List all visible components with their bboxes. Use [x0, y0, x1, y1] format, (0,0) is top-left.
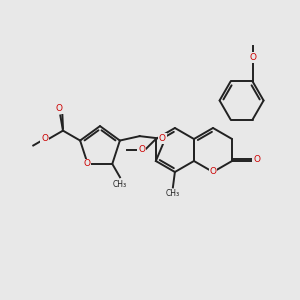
Text: CH₃: CH₃ — [113, 180, 127, 189]
Text: O: O — [209, 167, 217, 176]
Text: O: O — [159, 134, 166, 143]
Text: O: O — [249, 53, 256, 62]
Text: O: O — [56, 104, 63, 113]
Text: O: O — [41, 134, 48, 143]
Text: CH₃: CH₃ — [166, 189, 180, 198]
Text: O: O — [83, 159, 90, 168]
Text: O: O — [138, 146, 145, 154]
Text: O: O — [254, 155, 260, 164]
